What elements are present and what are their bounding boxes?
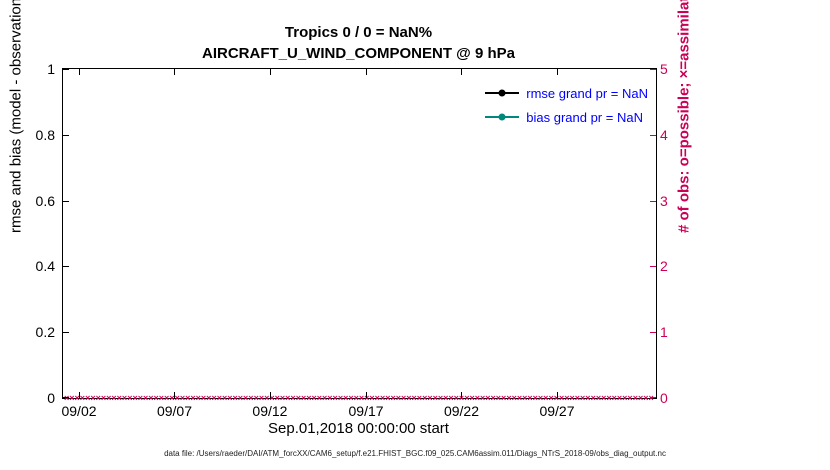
left-axis-tick-label: 0.4 [35, 258, 55, 275]
x-axis-tickmark [269, 392, 271, 398]
right-axis-tick-label: 0 [660, 390, 668, 406]
x-axis-tick-label: 09/02 [61, 403, 97, 419]
chart-title-block: Tropics 0 / 0 = NaN% AIRCRAFT_U_WIND_COM… [62, 22, 655, 64]
right-axis-tick-label: 3 [660, 192, 668, 209]
legend-label: rmse grand pr = NaN [526, 85, 648, 101]
right-axis-tickmark [650, 200, 656, 202]
x-axis-tick-labels: 09/02 09/07 09/12 09/17 09/22 09/27 [61, 398, 656, 419]
right-axis-tick-label: 4 [660, 126, 668, 143]
left-axis-tick-label: 0.6 [35, 192, 55, 209]
left-axis-tickmark [63, 69, 69, 70]
left-axis-tickmark [63, 200, 69, 202]
legend-row: rmse grand pr = NaN [485, 81, 648, 105]
right-axis-tickmark [650, 332, 656, 334]
x-axis-tick-label: 09/27 [539, 403, 575, 419]
chart-subtitle: AIRCRAFT_U_WIND_COMPONENT @ 9 hPa [202, 45, 515, 62]
legend-label: bias grand pr = NaN [526, 109, 643, 125]
left-axis-tick-label: 1 [47, 61, 55, 77]
x-axis-label: Sep.01,2018 00:00:00 start [268, 420, 449, 437]
left-axis-tick-labels: 0 0.2 0.4 0.6 0.8 1 [9, 61, 55, 406]
x-axis-tickmark [174, 392, 176, 398]
x-axis-tickmark [556, 392, 558, 398]
x-axis-tickmark [366, 392, 368, 398]
x-axis-tickmark [461, 392, 463, 398]
right-axis-tickmark [650, 69, 656, 70]
legend-marker-dot [498, 113, 506, 121]
x-axis-top-tickmark [174, 69, 176, 75]
legend-row: bias grand pr = NaN [485, 105, 648, 129]
chart-title: Tropics 0 / 0 = NaN% [284, 24, 433, 41]
legend-line-swatch [485, 89, 520, 97]
left-axis-tickmark [63, 266, 69, 268]
right-axis-tick-labels: 0 1 2 3 4 5 [660, 61, 686, 406]
left-axis-tick-label: 0 [47, 390, 55, 406]
right-axis-tick-label: 2 [660, 258, 668, 275]
legend: rmse grand pr = NaN bias grand pr = NaN [485, 81, 648, 129]
x-axis-top-tickmark [366, 69, 368, 75]
x-axis-tickmark [79, 392, 80, 398]
left-axis-tickmark [63, 332, 69, 334]
right-axis-tickmark [650, 134, 656, 136]
right-axis-tick-label: 1 [660, 324, 668, 341]
x-axis-top-tickmark [79, 69, 80, 75]
left-axis-tickmark [63, 134, 69, 136]
right-axis-tick-label: 5 [660, 61, 668, 77]
left-axis-tick-label: 0.2 [35, 324, 55, 341]
x-axis-tick-label: 09/17 [348, 403, 384, 419]
x-axis-tick-label: 09/22 [443, 403, 480, 419]
legend-line-swatch [485, 113, 520, 121]
right-axis-tickmark [650, 266, 656, 268]
legend-marker-dot [498, 89, 506, 97]
left-axis-tickmark [63, 397, 69, 398]
x-axis-top-tickmark [269, 69, 271, 75]
left-axis-tick-label: 0.8 [35, 126, 55, 143]
x-axis-tick-label: 09/12 [252, 403, 288, 419]
x-axis-top-tickmark [461, 69, 463, 75]
data-file-caption: data file: /Users/raeder/DAI/ATM_forcXX/… [164, 449, 666, 458]
x-axis-top-tickmark [556, 69, 558, 75]
right-axis-tickmark [650, 397, 656, 398]
x-axis-tick-label: 09/07 [156, 403, 192, 419]
